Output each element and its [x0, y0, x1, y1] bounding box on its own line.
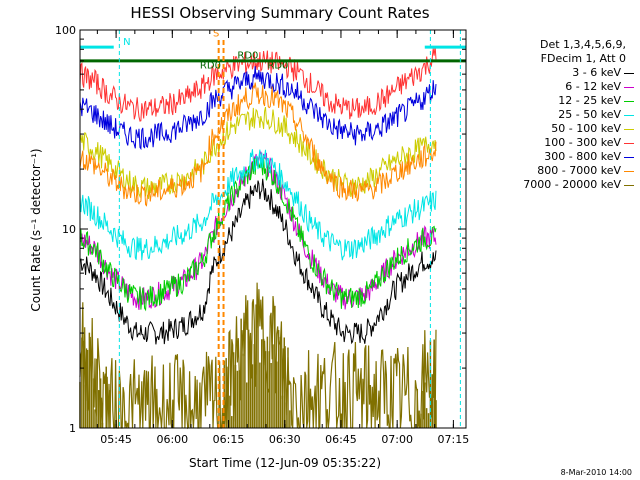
legend-swatch: [624, 72, 634, 74]
legend-entry: 6 - 12 keV: [498, 80, 634, 94]
s-annotation: S: [213, 28, 219, 39]
y-tick-label: 1: [69, 422, 76, 435]
x-tick-label: 07:15: [438, 433, 470, 446]
series-300-800-kev: [79, 66, 437, 151]
legend-entry: 7000 - 20000 keV: [498, 178, 634, 192]
series-line-800-7000-kev: [79, 82, 437, 207]
legend-swatch: [624, 100, 634, 102]
legend-swatch: [624, 156, 634, 158]
x-tick-label: 06:15: [213, 433, 245, 446]
legend-entry-label: 25 - 50 keV: [558, 108, 621, 121]
legend-entry: 800 - 7000 keV: [498, 164, 634, 178]
legend-header-line-1: Det 1,3,4,5,6,9,: [539, 38, 626, 51]
legend-entry-label: 7000 - 20000 keV: [523, 178, 621, 191]
series-3-6-kev: [79, 178, 437, 345]
series-line-3-6-kev: [79, 178, 437, 345]
series-50-100-kev: [79, 106, 437, 200]
series-line-300-800-kev: [79, 66, 437, 151]
legend-entry: 100 - 300 keV: [498, 136, 634, 150]
series-line-100-300-kev: [79, 46, 437, 122]
series-800-7000-kev: [79, 82, 437, 207]
legend-entry-label: 50 - 100 keV: [551, 122, 621, 135]
x-tick-label: 06:00: [156, 433, 188, 446]
legend-swatch: [624, 128, 634, 130]
series-line-25-50-kev: [79, 149, 437, 261]
legend-entry: 12 - 25 keV: [498, 94, 634, 108]
series-6-12-kev: [79, 151, 437, 310]
legend-entry: 25 - 50 keV: [498, 108, 634, 122]
legend-entry-label: 300 - 800 keV: [544, 150, 621, 163]
series-7000-20000-kev: [79, 282, 437, 430]
legend-entry-label: 800 - 7000 keV: [537, 164, 621, 177]
legend: Det 1,3,4,5,6,9, FDecim 1, Att 0 3 - 6 k…: [498, 38, 634, 192]
series-100-300-kev: [79, 46, 437, 122]
chart-title: HESSI Observing Summary Count Rates: [130, 4, 429, 22]
rd0-annotation-left: RD0: [200, 61, 221, 72]
legend-header-line-2: FDecim 1, Att 0: [540, 52, 626, 65]
report-date: 8-Mar-2010 14:00: [560, 468, 632, 477]
x-tick-label: 07:00: [381, 433, 413, 446]
legend-swatch: [624, 142, 634, 144]
y-tick-label: 100: [55, 24, 76, 37]
legend-entry: 300 - 800 keV: [498, 150, 634, 164]
legend-swatch: [624, 184, 634, 186]
legend-entry-label: 3 - 6 keV: [572, 66, 621, 79]
legend-entry-label: 100 - 300 keV: [544, 136, 621, 149]
rd0-annotation: RD0: [237, 50, 258, 61]
x-tick-label: 05:45: [100, 433, 132, 446]
n-annotation: N: [123, 37, 130, 48]
y-tick-label: 10: [62, 223, 76, 236]
x-axis-label: Start Time (12-Jun-09 05:35:22): [189, 456, 381, 470]
y-axis-label: Count Rate (s⁻¹ detector⁻¹): [29, 148, 43, 311]
series-line-6-12-kev: [79, 151, 437, 310]
rd0-annotation-right: RD0: [267, 61, 288, 72]
series-line-50-100-kev: [79, 106, 437, 200]
x-tick-label: 06:45: [325, 433, 357, 446]
legend-entry-label: 6 - 12 keV: [565, 80, 621, 93]
x-tick-label: 06:30: [269, 433, 301, 446]
legend-entry: 50 - 100 keV: [498, 122, 634, 136]
series-25-50-kev: [79, 149, 437, 261]
legend-swatch: [624, 114, 634, 116]
legend-swatch: [624, 170, 634, 172]
legend-entry: 3 - 6 keV: [498, 66, 634, 80]
legend-swatch: [624, 86, 634, 88]
legend-entry-label: 12 - 25 keV: [558, 94, 621, 107]
